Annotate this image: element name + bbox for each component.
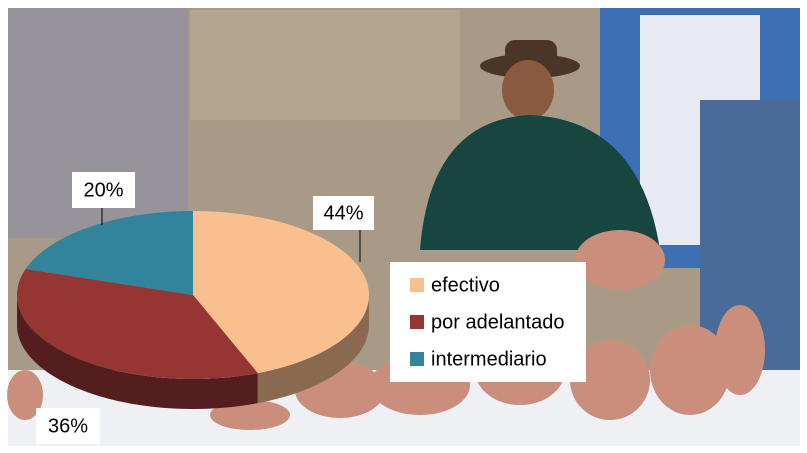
legend-label: por adelantado (431, 311, 564, 333)
legend-swatch (410, 352, 424, 366)
legend-label: efectivo (431, 274, 500, 296)
legend-label: intermediario (431, 348, 547, 370)
wall-panel (190, 10, 460, 120)
legend-swatch (410, 278, 424, 292)
data-label: 36% (48, 415, 88, 437)
chart: efectivo por adelantado intermediario 44% 3… (0, 0, 807, 453)
page: {"chart_data": {"type": "pie3d", "catego… (0, 0, 807, 453)
data-label: 20% (83, 179, 123, 201)
pie (17, 211, 369, 409)
face (502, 60, 554, 120)
data-label: 44% (323, 202, 363, 224)
legend-swatch (410, 315, 424, 329)
